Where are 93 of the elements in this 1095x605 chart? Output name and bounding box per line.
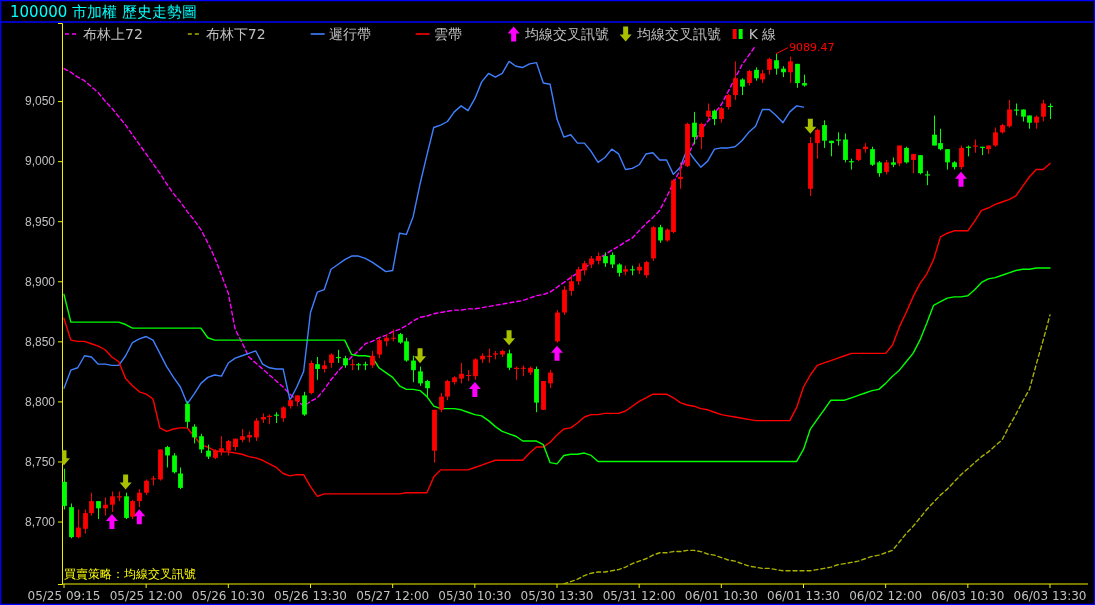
candlestick [788, 56, 793, 84]
candlestick [822, 119, 827, 149]
candlestick [733, 60, 738, 101]
candlestick [473, 357, 478, 381]
point [954, 171, 967, 187]
legend-label: 遲行帶 [328, 26, 371, 42]
line-series [63, 162, 1051, 498]
x-tick-label: 05/26 10:30 [191, 589, 265, 603]
y-tick-label: 8,700 [24, 514, 56, 529]
y-tick-label: 8,900 [24, 274, 56, 289]
candlestick [425, 379, 430, 399]
candlestick [172, 452, 177, 474]
candlestick [658, 224, 663, 244]
candlestick [315, 356, 320, 381]
line-series [63, 267, 1051, 465]
candlestick [993, 127, 998, 148]
candlestick [124, 492, 129, 520]
candlestick [165, 445, 170, 468]
point [804, 118, 817, 134]
candlestick [692, 111, 697, 145]
candlestick [507, 349, 512, 371]
candlestick [562, 285, 567, 316]
candlestick [89, 492, 94, 517]
candlestick [1007, 99, 1012, 129]
candlestick [130, 499, 135, 520]
candlestick [774, 53, 779, 76]
chart-title: 100000 市加權 歷史走勢圖 [10, 3, 197, 21]
x-tick-label: 06/03 10:30 [931, 589, 1005, 603]
annotation: 9089.47 [789, 40, 835, 54]
candlestick [548, 369, 553, 389]
candlestick [569, 274, 574, 297]
annotation: 買賣策略：均線交叉訊號 [64, 567, 196, 581]
candlestick [445, 379, 450, 401]
candlestick [199, 433, 204, 454]
candlestick [411, 355, 416, 383]
candlestick [83, 509, 88, 535]
candlestick [178, 466, 183, 490]
candlestick [418, 366, 423, 387]
point [551, 345, 563, 361]
x-tick-label: 05/31 12:00 [602, 589, 676, 603]
point [105, 514, 118, 530]
x-tick-label: 06/02 12:00 [849, 589, 923, 603]
x-tick-label: 05/30 13:30 [520, 589, 594, 603]
candlestick [110, 491, 115, 513]
candlestick [918, 154, 923, 175]
y-tick-label: 8,850 [24, 334, 56, 349]
candlestick [795, 63, 800, 89]
candlestick [843, 133, 848, 163]
x-tick-label: 06/01 13:30 [767, 589, 840, 603]
candlestick [254, 417, 259, 442]
candlestick [945, 148, 950, 171]
legend-label: 均線交叉訊號 [523, 26, 609, 42]
x-tick-label: 05/26 13:30 [274, 589, 347, 603]
point [133, 509, 146, 525]
y-tick-label: 9,000 [24, 154, 56, 169]
point [468, 381, 481, 397]
x-tick-label: 06/03 13:30 [1013, 589, 1087, 603]
x-tick-label: 06/01 10:30 [684, 589, 758, 603]
candlestick [699, 122, 704, 150]
x-tick-label: 05/25 09:15 [27, 589, 101, 603]
x-tick-label: 05/30 10:30 [438, 589, 512, 603]
candlestick [391, 328, 396, 342]
point [414, 348, 427, 364]
candlestick [302, 391, 307, 417]
candlestick [76, 509, 81, 539]
y-tick-label: 9,050 [24, 94, 56, 109]
legend-label: K 線 [748, 26, 777, 42]
point [503, 330, 516, 346]
candlestick [377, 337, 382, 359]
candlestick [466, 369, 471, 382]
y-tick-label: 8,750 [24, 454, 56, 469]
candlestick [192, 423, 197, 444]
x-tick-label: 05/25 12:00 [109, 589, 183, 603]
candlestick [1041, 99, 1046, 123]
candlestick [96, 500, 101, 520]
candlestick [185, 400, 190, 429]
y-tick-label: 8,800 [24, 394, 56, 409]
point [119, 474, 132, 490]
x-tick-label: 05/27 12:00 [356, 589, 430, 603]
line-series [563, 314, 1051, 584]
legend-label: 均線交叉訊號 [635, 26, 721, 42]
candlestick [350, 358, 355, 371]
candlestick [959, 145, 964, 171]
legend-label: 布林上72 [83, 26, 143, 42]
legend-label: 雲帶 [433, 26, 462, 42]
legend-label: 布林下72 [205, 26, 266, 42]
candlestick [439, 392, 444, 413]
candlestick [137, 488, 142, 508]
candlestick [459, 362, 464, 384]
candlestick [521, 364, 526, 377]
candlestick [870, 146, 875, 167]
y-tick-label: 8,950 [24, 214, 56, 229]
candlestick [815, 128, 820, 160]
